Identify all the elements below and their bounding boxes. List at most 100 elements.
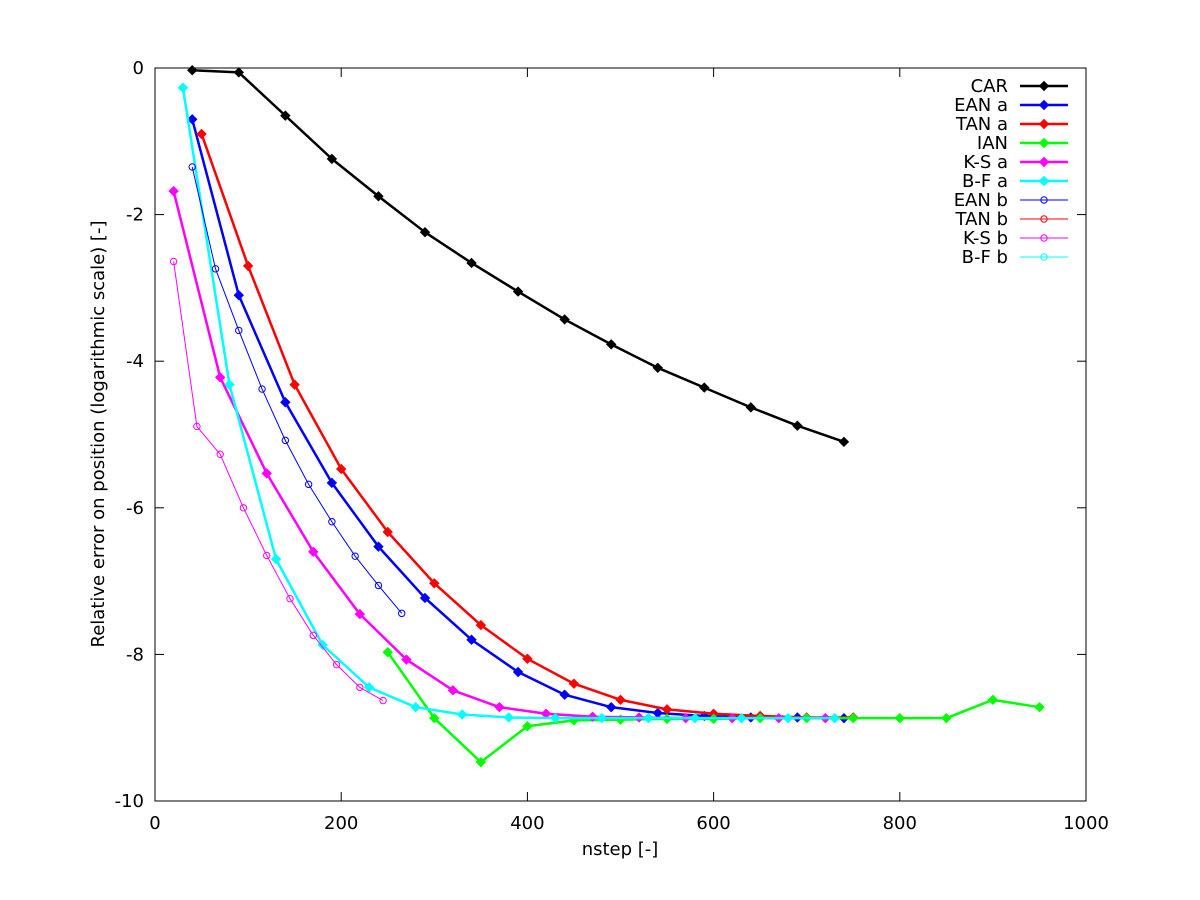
legend-item: CAR — [971, 76, 1068, 97]
legend-item: B-F a — [962, 171, 1068, 192]
data-point — [382, 646, 393, 658]
legend-label: TAN a — [955, 114, 1008, 135]
series-car — [187, 64, 850, 448]
series-b-f-a — [177, 82, 840, 724]
y-tick-label: -4 — [126, 351, 144, 372]
data-point — [280, 110, 291, 121]
data-point — [196, 128, 207, 140]
data-point — [233, 67, 244, 78]
data-point — [363, 682, 375, 693]
legend-item: EAN a — [954, 95, 1068, 116]
y-tick-label: -6 — [126, 498, 144, 519]
data-point — [214, 372, 226, 383]
data-point — [242, 260, 254, 272]
data-point — [187, 114, 198, 125]
data-point — [286, 594, 294, 603]
data-point — [177, 82, 189, 93]
data-point — [559, 314, 570, 325]
data-point — [304, 480, 313, 489]
y-axis-label: Relative error on position (logarithmic … — [88, 221, 109, 648]
legend-item: EAN b — [954, 190, 1068, 211]
legend-item: TAN a — [955, 114, 1068, 135]
series-ian — [382, 646, 1045, 768]
data-point — [605, 339, 617, 350]
data-point — [398, 609, 406, 618]
data-point — [447, 685, 459, 696]
data-point — [309, 631, 317, 640]
data-point — [689, 712, 701, 724]
y-tick-label: -2 — [126, 205, 144, 226]
data-point — [848, 712, 859, 724]
data-point — [401, 654, 412, 665]
data-point — [736, 712, 747, 724]
data-point — [429, 578, 440, 589]
data-point — [466, 257, 477, 269]
series-line — [173, 261, 384, 702]
data-point — [605, 701, 617, 713]
data-point — [652, 362, 663, 374]
series-line — [181, 87, 835, 720]
data-point — [512, 286, 524, 297]
y-tick-label: -10 — [115, 791, 144, 812]
data-point — [550, 712, 561, 724]
series-k-s-b — [169, 257, 387, 705]
data-point — [782, 712, 794, 724]
data-point — [1038, 118, 1050, 130]
data-point — [263, 551, 271, 560]
data-point — [652, 707, 663, 719]
series-ean-b — [188, 163, 406, 618]
data-point — [829, 712, 840, 724]
legend-label: K-S b — [963, 228, 1008, 249]
data-point — [1038, 175, 1050, 187]
series-layer — [168, 64, 1045, 768]
data-point — [475, 756, 487, 768]
data-point — [373, 541, 384, 552]
data-point — [503, 712, 514, 723]
data-point — [1040, 196, 1048, 204]
data-point — [326, 153, 338, 165]
series-line — [192, 68, 845, 444]
data-point — [559, 689, 570, 700]
series-ean-a — [187, 114, 850, 724]
data-point — [410, 701, 421, 713]
data-point — [169, 257, 178, 266]
data-point — [258, 385, 266, 393]
data-point — [987, 694, 999, 706]
data-point — [235, 326, 243, 335]
data-point — [838, 436, 850, 448]
series-line — [191, 166, 403, 614]
series-k-s-a — [168, 185, 831, 724]
series-line — [191, 118, 844, 720]
data-point — [596, 712, 608, 724]
legend-label: EAN a — [954, 95, 1008, 116]
data-point — [233, 290, 244, 301]
data-point — [1038, 137, 1050, 149]
axis-ticks — [155, 68, 1086, 801]
data-point — [216, 450, 224, 458]
data-point — [1038, 80, 1050, 92]
legend-label: B-F b — [962, 247, 1008, 268]
data-point — [615, 694, 626, 706]
x-tick-label: 600 — [696, 813, 730, 834]
legend-item: B-F b — [962, 247, 1068, 268]
data-point — [335, 463, 347, 475]
data-point — [211, 265, 220, 273]
x-tick-label: 200 — [324, 813, 358, 834]
legend-item: TAN b — [954, 209, 1068, 230]
x-tick-label: 400 — [510, 813, 544, 834]
data-point — [512, 666, 524, 678]
data-point — [522, 653, 533, 665]
data-point — [270, 553, 282, 565]
legend-label: B-F a — [962, 171, 1008, 192]
data-point — [280, 397, 291, 408]
data-point — [429, 712, 440, 724]
data-point — [894, 712, 906, 724]
data-point — [1034, 701, 1045, 713]
data-point — [374, 581, 383, 590]
x-axis-label: nstep [-] — [582, 839, 659, 860]
legend-item: K-S b — [963, 228, 1068, 249]
data-point — [1040, 234, 1048, 242]
x-tick-label: 1000 — [1063, 813, 1109, 834]
